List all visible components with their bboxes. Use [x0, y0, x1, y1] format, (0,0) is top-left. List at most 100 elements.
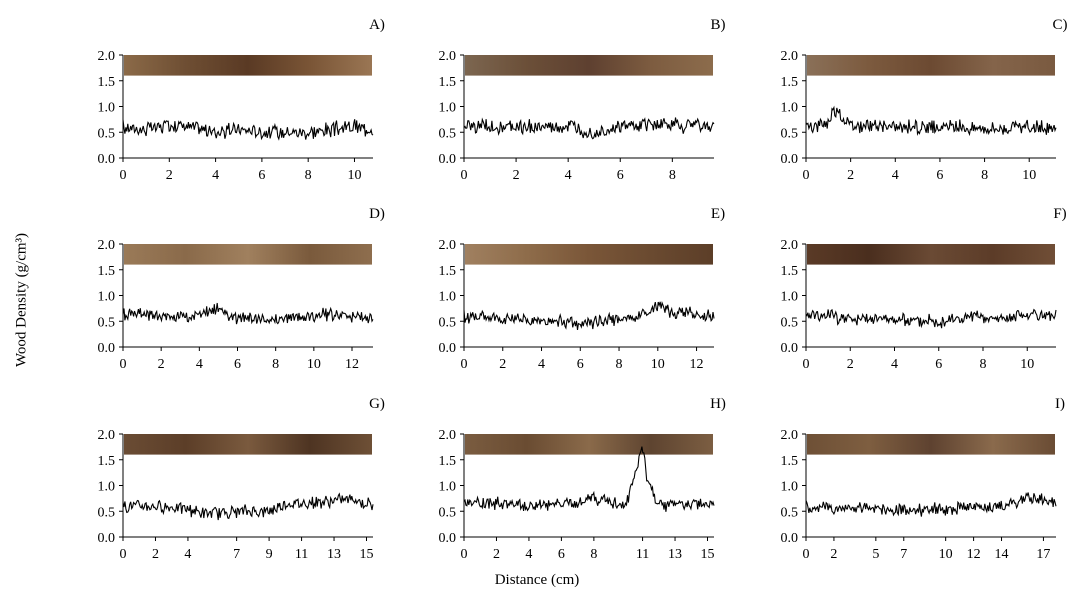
- x-tick-label: 8: [590, 547, 597, 562]
- x-tick-label: 2: [847, 168, 854, 183]
- x-tick-label: 8: [305, 168, 312, 183]
- panel-a: 0.0 0.5 1.0 1.5 2.0 0 2 4 6 8 10 A): [98, 17, 385, 183]
- y-tick-label: 1.0: [439, 480, 457, 495]
- y-tick-label: 0.0: [439, 531, 457, 546]
- y-tick-label: 1.0: [439, 290, 457, 305]
- y-tick-label: 0.5: [439, 315, 457, 330]
- x-tick-label: 15: [701, 547, 715, 562]
- wood-sample-strip: [465, 55, 713, 76]
- panel-label: A): [369, 17, 385, 33]
- x-tick-label: 6: [558, 547, 565, 562]
- x-tick-label: 6: [234, 357, 241, 372]
- panel-label: F): [1053, 206, 1066, 222]
- x-tick-label: 8: [979, 357, 986, 372]
- x-tick-label: 4: [891, 357, 898, 372]
- y-tick-label: 1.5: [439, 454, 457, 469]
- panel-d: 0.0 0.5 1.0 1.5 2.0 0 2 4 6 8 10 12 D): [98, 206, 385, 372]
- x-tick-label: 10: [651, 357, 665, 372]
- x-tick-label: 5: [872, 547, 879, 562]
- x-tick-label: 2: [847, 357, 854, 372]
- panel-h: 0.0 0.5 1.0 1.5 2.0 0 2 4 6 8 11 13 15 H): [439, 396, 726, 562]
- y-tick-label: 1.0: [439, 101, 457, 116]
- x-tick-label: 0: [120, 357, 127, 372]
- wood-sample-strip: [807, 55, 1055, 76]
- y-tick-label: 1.0: [98, 290, 116, 305]
- y-tick-label: 2.0: [439, 49, 457, 64]
- y-tick-label: 2.0: [98, 428, 116, 443]
- y-tick-label: 1.0: [781, 101, 799, 116]
- x-tick-label: 4: [212, 168, 219, 183]
- x-tick-label: 12: [345, 357, 359, 372]
- panel-e: 0.0 0.5 1.0 1.5 2.0 0 2 4 6 8 10 12 E): [439, 206, 726, 372]
- y-tick-label: 0.5: [98, 315, 116, 330]
- y-tick-label: 1.5: [98, 264, 116, 279]
- x-tick-label: 11: [295, 547, 308, 562]
- x-tick-label: 7: [233, 547, 240, 562]
- panel-i: 0.0 0.5 1.0 1.5 2.0 0 2 5 7 10 12 14 17 I): [781, 396, 1066, 562]
- y-tick-label: 2.0: [781, 49, 799, 64]
- y-tick-label: 0.5: [781, 315, 799, 330]
- panel-label: G): [369, 396, 385, 412]
- x-tick-label: 0: [803, 357, 810, 372]
- panel-label: I): [1055, 396, 1065, 412]
- x-tick-label: 8: [616, 357, 623, 372]
- y-tick-label: 1.5: [439, 264, 457, 279]
- density-line: [805, 105, 1057, 137]
- y-tick-label: 0.5: [439, 505, 457, 520]
- x-tick-label: 0: [461, 357, 468, 372]
- x-tick-label: 4: [892, 168, 899, 183]
- x-tick-label: 9: [266, 547, 273, 562]
- y-tick-label: 2.0: [439, 238, 457, 253]
- y-tick-label: 0.0: [781, 152, 799, 167]
- x-tick-label: 15: [360, 547, 374, 562]
- x-tick-label: 2: [166, 168, 173, 183]
- y-tick-label: 0.0: [98, 531, 116, 546]
- wood-sample-strip: [465, 434, 713, 455]
- panel-label: H): [710, 396, 726, 412]
- x-tick-label: 12: [967, 547, 981, 562]
- x-tick-label: 6: [617, 168, 624, 183]
- y-tick-label: 0.5: [98, 126, 116, 141]
- x-tick-label: 2: [499, 357, 506, 372]
- x-tick-label: 6: [936, 168, 943, 183]
- y-tick-label: 0.5: [781, 126, 799, 141]
- wood-sample-strip: [465, 244, 713, 265]
- panel-g: 0.0 0.5 1.0 1.5 2.0 0 2 4 7 9 11 13 15 G): [98, 396, 385, 562]
- x-tick-label: 0: [120, 168, 127, 183]
- x-axis-label: Distance (cm): [494, 572, 580, 588]
- y-tick-label: 0.5: [781, 505, 799, 520]
- panel-c: 0.0 0.5 1.0 1.5 2.0 0 2 4 6 8 10 C): [781, 17, 1068, 183]
- x-tick-label: 8: [669, 168, 676, 183]
- x-tick-label: 10: [939, 547, 953, 562]
- y-tick-label: 2.0: [781, 238, 799, 253]
- x-tick-label: 13: [668, 547, 682, 562]
- y-tick-label: 0.0: [439, 152, 457, 167]
- y-tick-label: 0.0: [439, 341, 457, 356]
- panel-label: D): [369, 206, 385, 222]
- x-tick-label: 10: [1020, 357, 1034, 372]
- x-tick-label: 2: [158, 357, 165, 372]
- y-tick-label: 0.5: [98, 505, 116, 520]
- panel-b: 0.0 0.5 1.0 1.5 2.0 0 2 4 6 8 B): [439, 17, 726, 183]
- wood-sample-strip: [124, 244, 372, 265]
- y-tick-label: 1.5: [98, 454, 116, 469]
- x-tick-label: 13: [327, 547, 341, 562]
- density-line: [463, 446, 715, 512]
- density-line: [122, 302, 374, 325]
- x-tick-label: 8: [272, 357, 279, 372]
- y-tick-label: 2.0: [98, 49, 116, 64]
- x-tick-label: 4: [538, 357, 545, 372]
- x-tick-label: 0: [461, 168, 468, 183]
- x-tick-label: 0: [461, 547, 468, 562]
- y-tick-label: 1.5: [439, 75, 457, 90]
- x-tick-label: 4: [184, 547, 191, 562]
- x-tick-label: 7: [900, 547, 907, 562]
- x-tick-label: 0: [803, 168, 810, 183]
- y-tick-label: 1.5: [98, 75, 116, 90]
- density-line: [463, 301, 715, 330]
- panel-label: E): [711, 206, 725, 222]
- y-tick-label: 0.0: [98, 152, 116, 167]
- y-tick-label: 2.0: [781, 428, 799, 443]
- x-tick-label: 14: [995, 547, 1009, 562]
